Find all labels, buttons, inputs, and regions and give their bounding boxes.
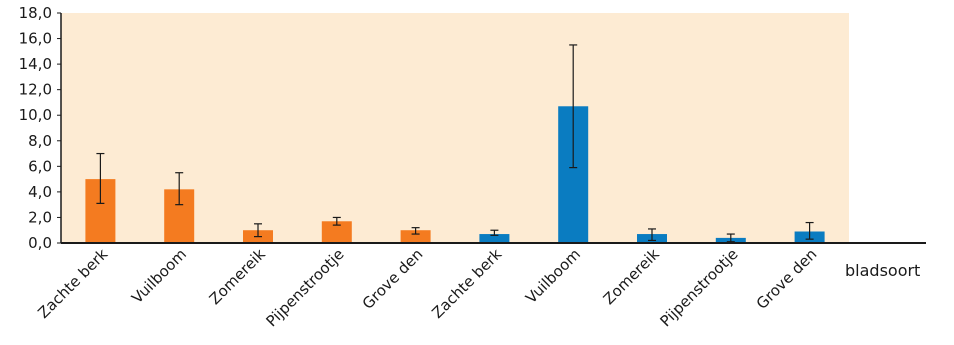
- x-category-label: Vuilboom: [128, 245, 190, 307]
- x-category-label: Zomereik: [206, 245, 269, 308]
- y-tick-label: 0,0: [28, 234, 52, 252]
- y-tick-label: 4,0: [28, 183, 52, 201]
- bar: [321, 221, 352, 243]
- y-tick-label: 6,0: [28, 157, 52, 175]
- x-category-label: Zachte berk: [428, 245, 505, 322]
- x-category-label: Grove den: [753, 245, 821, 313]
- error-bars-layer: [96, 44, 814, 243]
- x-axis-title: bladsoort: [845, 261, 920, 280]
- y-tick-label: 12,0: [19, 81, 52, 99]
- y-ticks-layer: 0,0 2,0 4,0 6,0 8,0 10,0 12,0 14,0 16,0 18,0: [19, 4, 61, 252]
- y-tick-label: 18,0: [19, 4, 52, 22]
- x-category-label: Grove den: [359, 245, 427, 313]
- y-tick-label: 2,0: [28, 208, 52, 226]
- x-category-label: Pijpenstrootje: [262, 245, 347, 330]
- y-tick-label: 14,0: [19, 55, 52, 73]
- x-labels-layer: Zachte berk Vuilboom ZomereikPijpenstrootj…: [34, 245, 820, 330]
- x-category-label: Vuilboom: [522, 245, 584, 307]
- y-tick-label: 10,0: [19, 106, 52, 124]
- x-category-label: Pijpenstrootje: [656, 245, 741, 330]
- bar: [479, 234, 510, 243]
- x-category-label: Zomereik: [600, 245, 663, 308]
- bar: [400, 230, 431, 243]
- x-category-label: Zachte berk: [34, 245, 111, 322]
- y-tick-label: 8,0: [28, 132, 52, 150]
- y-tick-label: 16,0: [19, 30, 52, 48]
